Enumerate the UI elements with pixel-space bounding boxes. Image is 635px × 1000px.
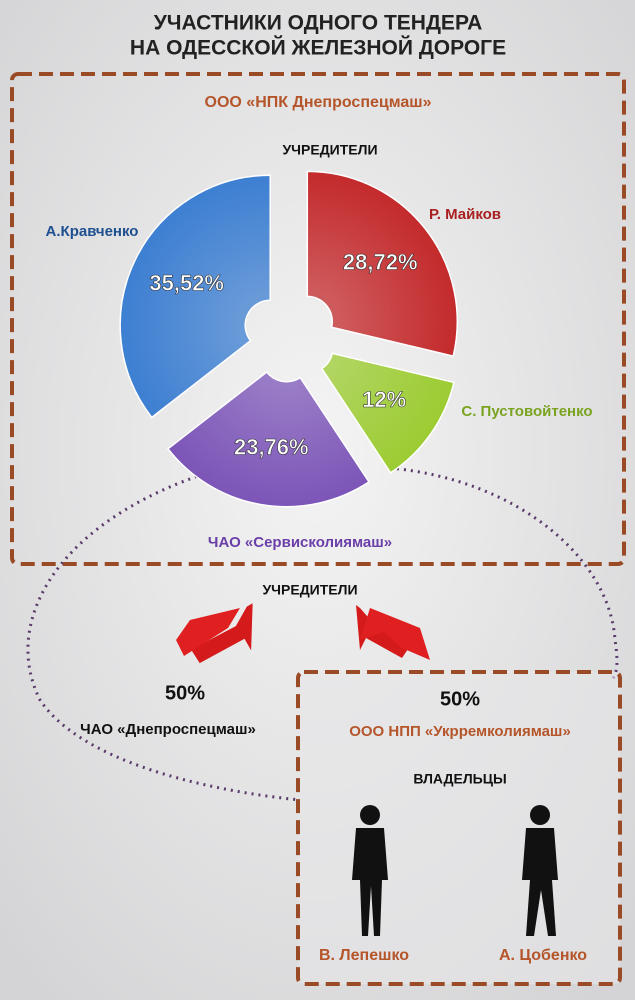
company-box [296,670,622,986]
value-label: 28,72% [343,250,418,275]
arrow-head [176,608,240,656]
owner-name: В. Лепешко [319,947,409,964]
founders-label: УЧРЕДИТЕЛИ [262,582,357,598]
company-box [10,72,626,566]
person-icon [352,805,388,936]
value-label: 35,52% [149,270,224,295]
category-label: ЧАО «Сервисколиямаш» [208,534,392,551]
title-line: УЧАСТНИКИ ОДНОГО ТЕНДЕРА [154,12,483,35]
pie-slice [306,170,458,358]
share: 50% [165,682,205,704]
title-line: НА ОДЕССКОЙ ЖЕЛЕЗНОЙ ДОРОГЕ [130,36,506,60]
connector [26,466,619,802]
pie-slice [320,352,455,474]
share: 50% [440,688,480,710]
category-label: С. Пустовойтенко [461,403,592,420]
value-label: 12% [362,387,406,412]
pie-slice [119,174,271,419]
pie: 28,72% Р. Майков 12% С. Пустовойтенко 23,76%… [46,170,593,551]
owner-name: А. Цобенко [499,947,587,964]
category-label: А.Кравченко [46,223,139,240]
person-icon [522,805,558,936]
owners-label: ВЛАДЕЛЬЦЫ [413,771,506,787]
company-name: ООО «НПК Днепроспецмаш» [205,94,432,111]
company-name: ЧАО «Днепроспецмаш» [80,721,256,738]
value-label: 23,76% [234,434,309,459]
category-label: Р. Майков [429,206,501,223]
arrow [190,603,253,664]
subtitle: УЧРЕДИТЕЛИ [282,142,377,158]
arrow-head [360,608,430,660]
company-name: ООО НПП «Укрремколиямаш» [349,723,571,740]
pie-slice [166,371,371,508]
